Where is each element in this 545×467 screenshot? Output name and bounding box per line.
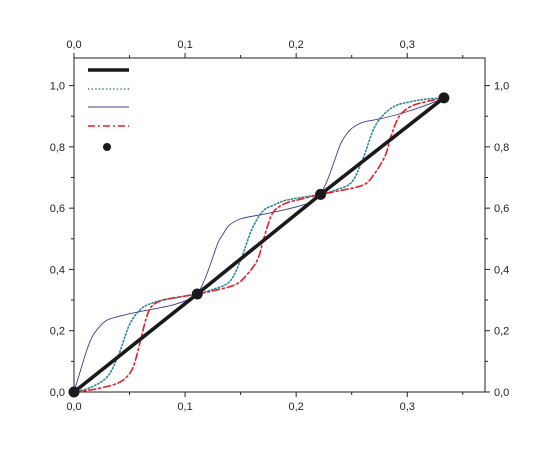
series-line-solid-thick [72, 96, 446, 394]
legend [88, 68, 129, 151]
y-tick-label-right: 0,4 [494, 264, 509, 276]
plot-frame [73, 57, 486, 393]
series-line-thin [73, 97, 445, 393]
x-tick-label-bottom: 0,0 [66, 401, 81, 413]
y-tick-label-right: 0,2 [494, 326, 509, 338]
tick-labels: 0,00,00,10,10,20,20,30,30,0 0,00,2 0,20,4 0… [50, 39, 510, 413]
y-tick-label-left: 0,2 [50, 326, 65, 338]
data-point-marker [68, 386, 80, 398]
y-tick-label-left: 0,6 [50, 203, 65, 215]
series-line-dotted [73, 97, 445, 393]
data-point-marker [191, 288, 203, 300]
y-tick-label-left: 0,0 [50, 387, 65, 399]
y-tick-label-right: 1,0 [494, 81, 509, 93]
legend-sample-markers [103, 143, 111, 151]
y-tick-label-right: 0,0 [494, 387, 509, 399]
y-tick-label-right: 0,8 [494, 142, 509, 154]
x-tick-label-top: 0,3 [400, 39, 415, 51]
x-tick-label-bottom: 0,1 [177, 401, 192, 413]
data-point-marker [438, 92, 450, 104]
x-tick-label-bottom: 0,3 [400, 401, 415, 413]
x-tick-label-top: 0,1 [177, 39, 192, 51]
y-tick-label-left: 1,0 [50, 81, 65, 93]
series-layer [68, 92, 450, 398]
x-tick-label-top: 0,2 [289, 39, 304, 51]
y-tick-label-left: 0,4 [50, 264, 65, 276]
y-tick-label-right: 0,6 [494, 203, 509, 215]
y-tick-label-left: 0,8 [50, 142, 65, 154]
data-point-marker [315, 188, 327, 200]
x-tick-label-bottom: 0,2 [289, 401, 304, 413]
x-tick-label-top: 0,0 [66, 39, 81, 51]
